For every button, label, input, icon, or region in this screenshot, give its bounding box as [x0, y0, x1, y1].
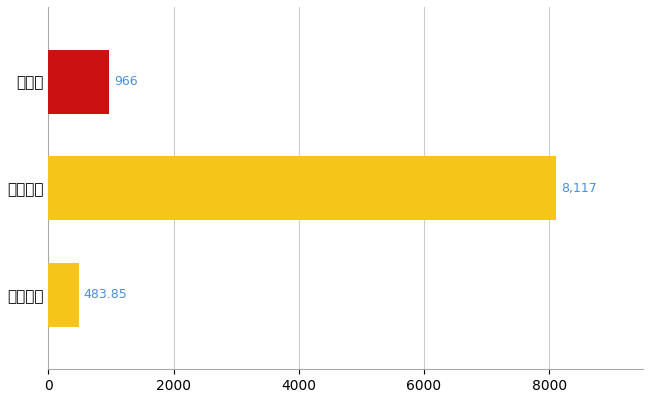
Text: 483.85: 483.85: [84, 288, 127, 301]
Text: 8,117: 8,117: [562, 182, 597, 195]
Bar: [48, 263, 79, 327]
Bar: [48, 50, 109, 114]
Text: 966: 966: [114, 75, 137, 88]
Bar: [48, 156, 556, 220]
